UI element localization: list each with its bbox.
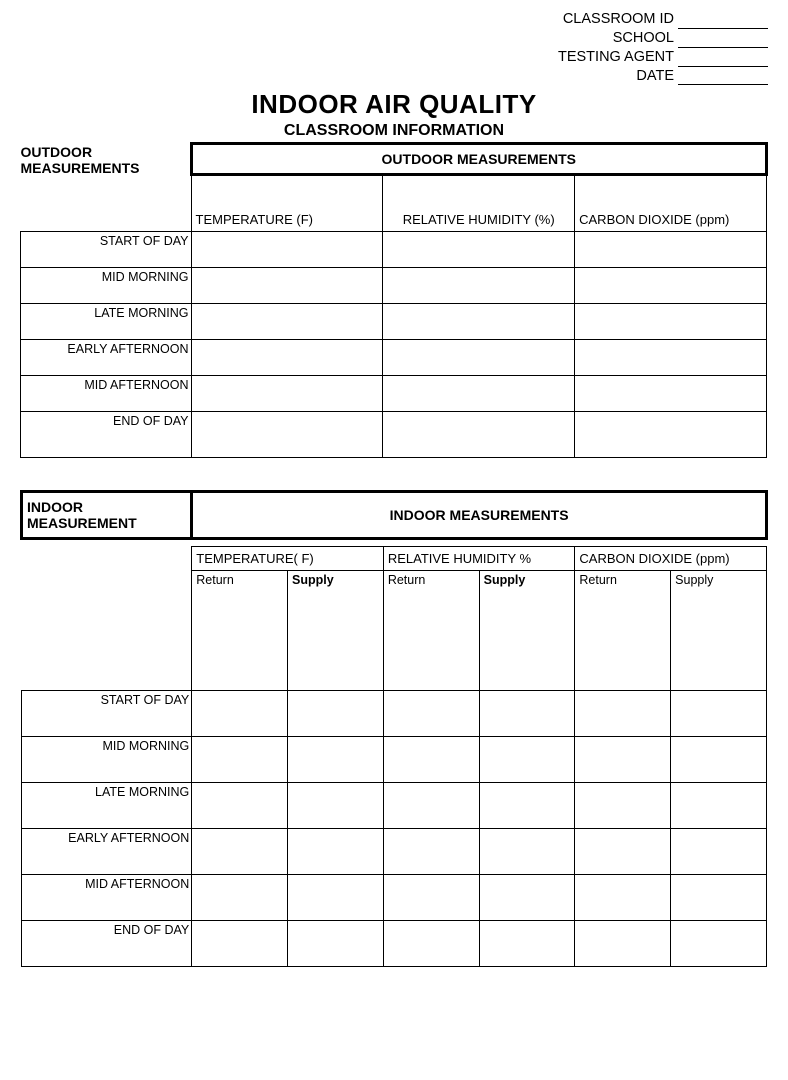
data-cell[interactable] <box>288 920 384 966</box>
classroom-id-blank[interactable] <box>678 14 768 29</box>
indoor-sub-supply: Supply <box>288 570 384 690</box>
table-row-label: EARLY AFTERNOON <box>21 340 192 376</box>
data-cell[interactable] <box>383 376 575 412</box>
data-cell[interactable] <box>383 340 575 376</box>
data-cell[interactable] <box>383 690 479 736</box>
data-cell[interactable] <box>575 782 671 828</box>
indoor-measurements-table: INDOOR MEASUREMENT INDOOR MEASUREMENTS T… <box>20 490 768 967</box>
header-form-fields: CLASSROOM ID SCHOOL TESTING AGENT DATE <box>20 10 768 85</box>
data-cell[interactable] <box>192 690 288 736</box>
data-cell[interactable] <box>575 736 671 782</box>
indoor-sub-supply: Supply <box>671 570 767 690</box>
data-cell[interactable] <box>288 782 384 828</box>
table-row-label: EARLY AFTERNOON <box>22 828 192 874</box>
data-cell[interactable] <box>575 690 671 736</box>
outdoor-section-title: OUTDOOR MEASUREMENTS <box>191 144 767 175</box>
data-cell[interactable] <box>383 736 479 782</box>
data-cell[interactable] <box>575 268 767 304</box>
data-cell[interactable] <box>575 304 767 340</box>
outdoor-col-temp: TEMPERATURE (F) <box>191 175 383 232</box>
indoor-sub-return: Return <box>575 570 671 690</box>
page-subtitle: CLASSROOM INFORMATION <box>20 122 768 140</box>
outdoor-side-label-2: MEASUREMENTS <box>21 160 190 176</box>
data-cell[interactable] <box>383 782 479 828</box>
data-cell[interactable] <box>383 268 575 304</box>
date-blank[interactable] <box>678 71 768 86</box>
data-cell[interactable] <box>288 874 384 920</box>
data-cell[interactable] <box>383 920 479 966</box>
data-cell[interactable] <box>671 736 767 782</box>
school-label: SCHOOL <box>613 30 674 46</box>
table-row-label: END OF DAY <box>22 920 192 966</box>
data-cell[interactable] <box>575 376 767 412</box>
data-cell[interactable] <box>671 690 767 736</box>
table-row-label: START OF DAY <box>22 690 192 736</box>
indoor-side-label-2: MEASUREMENT <box>27 515 186 531</box>
data-cell[interactable] <box>192 874 288 920</box>
indoor-col-temp: TEMPERATURE( F) <box>192 546 384 570</box>
testing-agent-label: TESTING AGENT <box>558 49 674 65</box>
data-cell[interactable] <box>671 920 767 966</box>
data-cell[interactable] <box>191 232 383 268</box>
data-cell[interactable] <box>288 736 384 782</box>
data-cell[interactable] <box>383 412 575 458</box>
testing-agent-blank[interactable] <box>678 52 768 67</box>
data-cell[interactable] <box>288 690 384 736</box>
data-cell[interactable] <box>479 690 575 736</box>
data-cell[interactable] <box>671 782 767 828</box>
data-cell[interactable] <box>479 828 575 874</box>
table-row-label: MID MORNING <box>21 268 192 304</box>
data-cell[interactable] <box>383 874 479 920</box>
school-blank[interactable] <box>678 33 768 48</box>
data-cell[interactable] <box>192 782 288 828</box>
data-cell[interactable] <box>191 340 383 376</box>
data-cell[interactable] <box>671 828 767 874</box>
data-cell[interactable] <box>575 340 767 376</box>
table-row-label: MID AFTERNOON <box>21 376 192 412</box>
data-cell[interactable] <box>383 828 479 874</box>
data-cell[interactable] <box>575 412 767 458</box>
indoor-sub-supply: Supply <box>479 570 575 690</box>
data-cell[interactable] <box>575 874 671 920</box>
outdoor-measurements-table: OUTDOOR MEASUREMENTS OUTDOOR MEASUREMENT… <box>20 142 768 488</box>
indoor-side-label-1: INDOOR <box>27 499 186 515</box>
data-cell[interactable] <box>288 828 384 874</box>
table-row-label: MID AFTERNOON <box>22 874 192 920</box>
data-cell[interactable] <box>191 304 383 340</box>
table-row-label: MID MORNING <box>22 736 192 782</box>
date-label: DATE <box>636 68 674 84</box>
classroom-id-label: CLASSROOM ID <box>563 11 674 27</box>
outdoor-col-co2: CARBON DIOXIDE (ppm) <box>575 175 767 232</box>
data-cell[interactable] <box>671 874 767 920</box>
data-cell[interactable] <box>192 828 288 874</box>
indoor-col-humidity: RELATIVE HUMIDITY % <box>383 546 575 570</box>
data-cell[interactable] <box>575 828 671 874</box>
table-row-label: END OF DAY <box>21 412 192 458</box>
data-cell[interactable] <box>383 304 575 340</box>
indoor-section-title: INDOOR MEASUREMENTS <box>192 491 767 538</box>
outdoor-col-humidity: RELATIVE HUMIDITY (%) <box>383 175 575 232</box>
page-title: INDOOR AIR QUALITY <box>20 89 768 120</box>
data-cell[interactable] <box>192 736 288 782</box>
data-cell[interactable] <box>191 268 383 304</box>
data-cell[interactable] <box>191 376 383 412</box>
indoor-sub-return: Return <box>383 570 479 690</box>
data-cell[interactable] <box>479 920 575 966</box>
data-cell[interactable] <box>383 232 575 268</box>
data-cell[interactable] <box>192 920 288 966</box>
indoor-sub-return: Return <box>192 570 288 690</box>
outdoor-side-label-1: OUTDOOR <box>21 144 190 160</box>
data-cell[interactable] <box>575 232 767 268</box>
data-cell[interactable] <box>479 782 575 828</box>
data-cell[interactable] <box>575 920 671 966</box>
table-row-label: LATE MORNING <box>22 782 192 828</box>
indoor-col-co2: CARBON DIOXIDE (ppm) <box>575 546 767 570</box>
table-row-label: START OF DAY <box>21 232 192 268</box>
data-cell[interactable] <box>479 736 575 782</box>
table-row-label: LATE MORNING <box>21 304 192 340</box>
data-cell[interactable] <box>191 412 383 458</box>
data-cell[interactable] <box>479 874 575 920</box>
